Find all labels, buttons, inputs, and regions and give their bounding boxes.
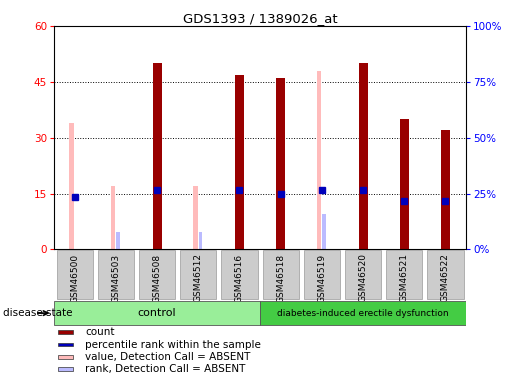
Bar <box>263 251 299 299</box>
Bar <box>58 343 73 346</box>
Bar <box>111 186 115 249</box>
Text: rank, Detection Call = ABSENT: rank, Detection Call = ABSENT <box>85 364 245 374</box>
Text: GSM46512: GSM46512 <box>194 254 203 302</box>
Text: percentile rank within the sample: percentile rank within the sample <box>85 339 261 350</box>
Text: GSM46521: GSM46521 <box>400 254 409 302</box>
Bar <box>152 63 162 249</box>
Bar <box>358 63 368 249</box>
Bar <box>317 71 321 249</box>
Bar <box>427 251 464 299</box>
Title: GDS1393 / 1389026_at: GDS1393 / 1389026_at <box>183 12 337 25</box>
Bar <box>58 330 73 334</box>
Text: GSM46500: GSM46500 <box>70 254 79 303</box>
Text: GSM46518: GSM46518 <box>276 254 285 303</box>
Bar <box>260 302 466 325</box>
Text: GSM46522: GSM46522 <box>441 254 450 302</box>
Text: GSM46516: GSM46516 <box>235 254 244 303</box>
Text: GSM46520: GSM46520 <box>358 254 368 302</box>
Bar <box>322 214 325 249</box>
Bar <box>70 123 74 249</box>
Text: GSM46503: GSM46503 <box>111 254 121 303</box>
Bar <box>221 251 258 299</box>
Bar <box>304 251 340 299</box>
Text: diabetes-induced erectile dysfunction: diabetes-induced erectile dysfunction <box>277 309 449 318</box>
Bar <box>193 186 198 249</box>
Bar <box>441 130 450 249</box>
Text: value, Detection Call = ABSENT: value, Detection Call = ABSENT <box>85 352 250 362</box>
Bar <box>235 75 244 249</box>
Bar <box>386 251 422 299</box>
Bar <box>276 78 285 249</box>
Text: count: count <box>85 327 114 338</box>
Bar <box>58 367 73 371</box>
Text: GSM46519: GSM46519 <box>317 254 327 303</box>
Text: disease state: disease state <box>3 308 72 318</box>
Bar <box>180 251 216 299</box>
Bar <box>400 119 409 249</box>
Text: GSM46508: GSM46508 <box>152 254 162 303</box>
Bar <box>58 355 73 358</box>
Bar <box>57 251 93 299</box>
Bar <box>199 231 202 249</box>
Bar <box>116 231 119 249</box>
Bar <box>345 251 381 299</box>
Text: control: control <box>138 308 176 318</box>
Bar <box>139 251 175 299</box>
Bar <box>98 251 134 299</box>
Bar <box>54 302 260 325</box>
